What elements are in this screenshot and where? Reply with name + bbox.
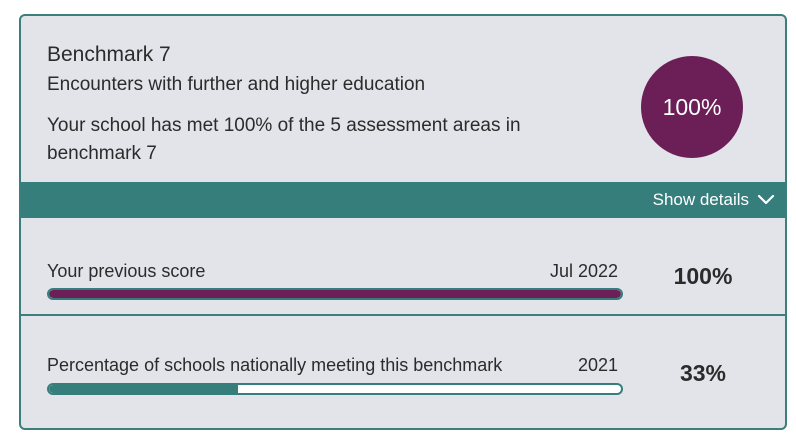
benchmark-description: Your school has met 100% of the 5 assess… (47, 115, 521, 164)
previous-score-value: 100% (673, 263, 733, 289)
previous-score-date: Jul 2022 (549, 261, 618, 281)
benchmark-title: Benchmark 7 (47, 43, 171, 66)
details-bar: Show details (21, 182, 785, 218)
national-benchmark-progress-bar (47, 383, 623, 395)
benchmark-card: Benchmark 7 Encounters with further and … (19, 14, 787, 430)
previous-score-progress-fill (49, 290, 621, 298)
previous-score-progress-bar (47, 288, 623, 300)
national-benchmark-value: 33% (679, 360, 727, 386)
score-circle: 100% (641, 56, 743, 158)
show-details-toggle[interactable]: Show details (653, 182, 775, 218)
national-benchmark-label: Percentage of schools nationally meeting… (47, 355, 503, 375)
national-benchmark-row: Percentage of schools nationally meeting… (21, 314, 785, 428)
national-benchmark-date: 2021 (577, 355, 618, 375)
benchmark-subtitle: Encounters with further and higher educa… (47, 74, 426, 95)
previous-score-label: Your previous score (47, 261, 206, 281)
chevron-down-icon (757, 194, 775, 205)
national-benchmark-progress-fill (49, 385, 238, 393)
benchmark-header: Benchmark 7 Encounters with further and … (21, 16, 785, 182)
previous-score-row: Your previous score Jul 2022 100% (21, 218, 785, 314)
score-circle-label: 100% (662, 93, 722, 120)
show-details-label: Show details (652, 190, 749, 209)
